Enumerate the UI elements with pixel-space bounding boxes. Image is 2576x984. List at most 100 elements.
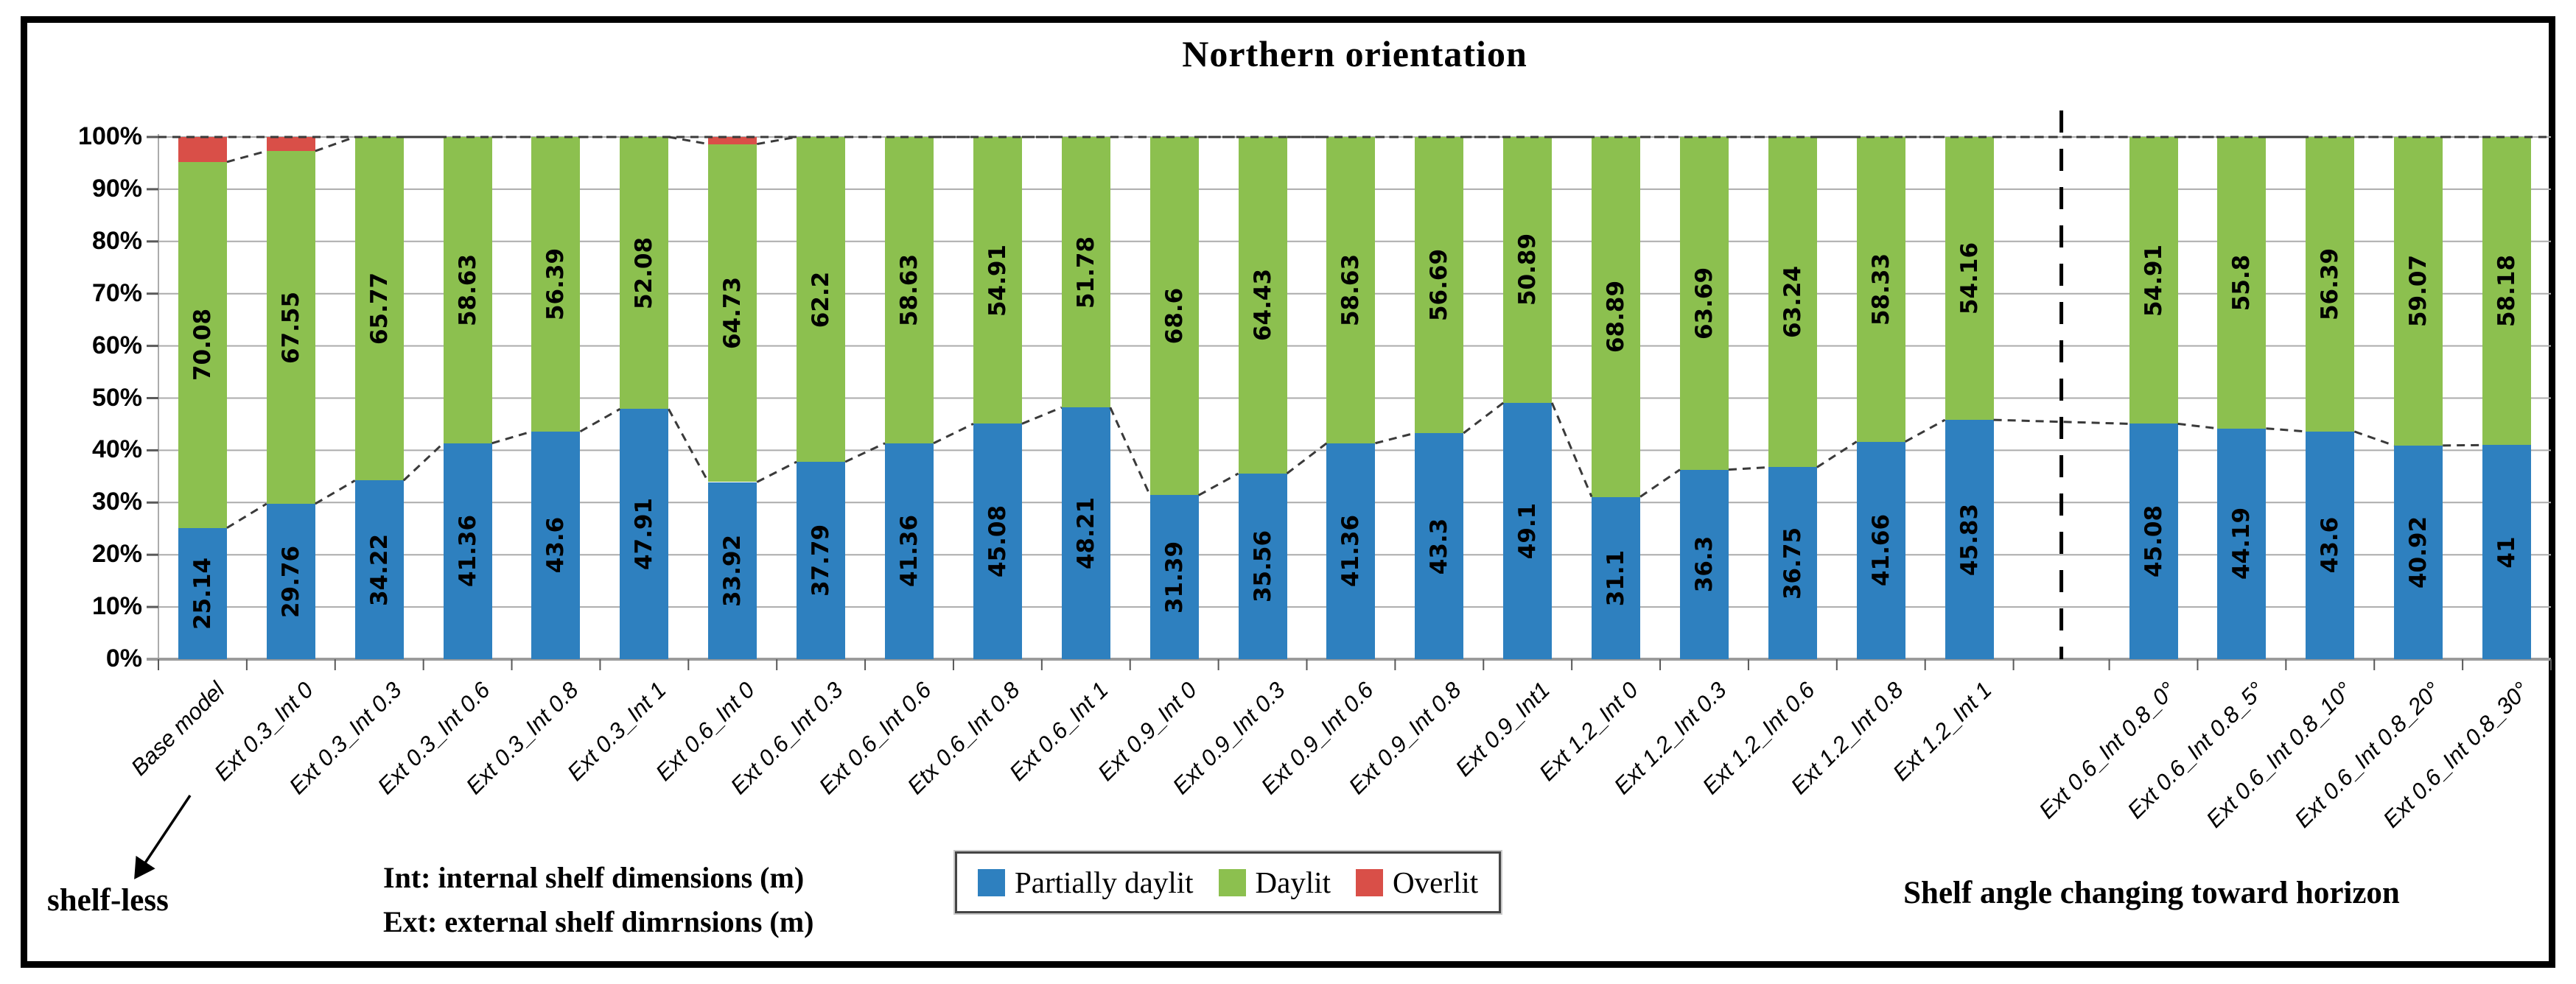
bar-segment-partially-daylit (2306, 431, 2355, 659)
y-tick-label: 50% (91, 383, 142, 412)
bar-segment-overlit (178, 137, 227, 162)
bar-value-label-daylit: 65.77 (365, 273, 393, 345)
bar-value-label-partially-daylit: 31.39 (1161, 541, 1188, 614)
bar-segment-daylit (1238, 137, 1287, 474)
legend-item-daylit: Daylit (1218, 865, 1331, 900)
legend-swatch-daylit-icon (1218, 868, 1246, 896)
bar-value-label-daylit: 54.91 (2140, 244, 2167, 317)
bar-value-label-daylit: 51.78 (1072, 236, 1099, 309)
bar-value-label-partially-daylit: 36.75 (1779, 527, 1806, 600)
bar-segment-daylit (1149, 137, 1199, 496)
bar-value-label-daylit: 52.08 (631, 236, 658, 309)
bar-segment-daylit (266, 151, 315, 504)
bar-segment-daylit (885, 137, 934, 443)
bar-segment-daylit (178, 161, 227, 528)
bar-segment-partially-daylit (1238, 473, 1287, 659)
bar-value-label-partially-daylit: 37.79 (808, 524, 835, 597)
bar-segment-daylit (2394, 137, 2443, 446)
bar-segment-daylit (1679, 137, 1729, 470)
bar-value-label-partially-daylit: 31.1 (1603, 549, 1630, 607)
legend-label: Overlit (1393, 865, 1479, 899)
bar-segment-partially-daylit (1415, 433, 1464, 659)
bar-value-label-partially-daylit: 33.92 (719, 534, 746, 607)
y-tick-label: 70% (91, 278, 142, 307)
bar-value-label-daylit: 58.63 (1337, 253, 1365, 326)
bar-value-label-partially-daylit: 36.3 (1690, 536, 1718, 593)
bar-value-label-partially-daylit: 29.76 (277, 545, 304, 618)
bar-value-label-daylit: 58.63 (454, 253, 481, 326)
abbreviation-notes: Int: internal shelf dimensions (m) Ext: … (383, 856, 813, 944)
bar-value-label-partially-daylit: 41 (2493, 536, 2521, 569)
bar-value-label-partially-daylit: 43.6 (2317, 517, 2344, 574)
bar-segment-partially-daylit (885, 443, 934, 659)
y-tick-label: 100% (78, 122, 142, 150)
bar-segment-partially-daylit (1945, 420, 1994, 659)
bar-value-label-partially-daylit: 47.91 (631, 498, 658, 571)
bar-segment-daylit (2129, 137, 2178, 424)
legend-item-overlit: Overlit (1356, 865, 1478, 900)
bar-segment-partially-daylit (178, 527, 227, 659)
y-tick-label: 90% (91, 174, 142, 203)
bar-value-label-partially-daylit: 49.1 (1514, 502, 1541, 560)
bar-segment-partially-daylit (1326, 443, 1376, 659)
bar-segment-daylit (1768, 137, 1817, 468)
bar-segment-partially-daylit (2482, 445, 2532, 659)
bar-segment-daylit (1326, 137, 1376, 443)
note-int: Int: internal shelf dimensions (m) (383, 861, 805, 894)
legend-item-partially-daylit: Partially daylit (978, 865, 1194, 900)
bar-value-label-partially-daylit: 45.08 (2140, 505, 2167, 578)
bar-segment-daylit (443, 137, 492, 443)
y-tick-label: 0% (105, 644, 142, 672)
bar-value-label-daylit: 55.8 (2228, 254, 2255, 312)
bar-value-label-partially-daylit: 43.6 (542, 517, 570, 574)
bar-value-label-daylit: 56.69 (1426, 248, 1453, 322)
bar-segment-partially-daylit (620, 409, 669, 659)
legend-label: Partially daylit (1015, 865, 1194, 899)
bar-value-label-daylit: 70.08 (189, 309, 216, 382)
bar-segment-partially-daylit (2394, 445, 2443, 659)
bar-segment-partially-daylit (973, 424, 1022, 659)
y-tick-label: 40% (91, 435, 142, 464)
bar-value-label-daylit: 68.89 (1603, 281, 1630, 354)
y-tick-label: 80% (91, 226, 142, 255)
bar-segment-daylit (1592, 137, 1641, 497)
chart-legend: Partially daylit Daylit Overlit (953, 850, 1503, 915)
bar-value-label-daylit: 67.55 (277, 291, 304, 364)
bar-segment-partially-daylit (1768, 467, 1817, 659)
bar-value-label-daylit: 63.24 (1779, 266, 1806, 339)
bar-segment-partially-daylit (1503, 402, 1553, 659)
bar-value-label-daylit: 50.89 (1514, 233, 1541, 306)
bar-segment-daylit (1945, 137, 1994, 421)
bar-value-label-daylit: 64.73 (719, 277, 746, 350)
y-tick-label: 20% (91, 540, 142, 569)
note-ext: Ext: external shelf dimrnsions (m) (383, 905, 814, 938)
bar-value-label-partially-daylit: 45.08 (984, 505, 1011, 578)
bar-segment-daylit (620, 137, 669, 410)
bar-value-label-partially-daylit: 35.56 (1249, 530, 1276, 602)
bar-value-label-daylit: 54.16 (1956, 242, 1983, 315)
bar-value-label-partially-daylit: 48.21 (1072, 497, 1099, 570)
bar-value-label-daylit: 68.6 (1161, 287, 1188, 345)
bar-segment-daylit (2306, 137, 2355, 432)
bar-segment-daylit (1061, 137, 1110, 408)
bar-segment-partially-daylit (1592, 496, 1641, 659)
bar-segment-daylit (797, 137, 846, 463)
y-tick-label: 60% (91, 331, 142, 359)
y-tick-label: 10% (91, 592, 142, 621)
bar-segment-daylit (1415, 137, 1464, 433)
bar-segment-daylit (1503, 137, 1553, 403)
bar-segment-partially-daylit (1856, 441, 1905, 659)
bar-value-label-partially-daylit: 41.36 (1337, 515, 1365, 588)
bar-segment-overlit (266, 137, 315, 152)
bar-value-label-partially-daylit: 44.19 (2228, 507, 2255, 580)
bar-value-label-daylit: 64.43 (1249, 269, 1276, 342)
bar-value-label-partially-daylit: 40.92 (2405, 516, 2432, 588)
bar-value-label-partially-daylit: 34.22 (365, 533, 393, 606)
bar-value-label-daylit: 62.2 (808, 271, 835, 328)
legend-swatch-partially-daylit-icon (978, 868, 1005, 896)
bar-value-label-partially-daylit: 45.83 (1956, 503, 1983, 576)
bar-value-label-daylit: 56.39 (542, 247, 570, 320)
shelf-less-annotation: shelf-less (47, 883, 169, 918)
bar-segment-daylit (2482, 137, 2532, 446)
